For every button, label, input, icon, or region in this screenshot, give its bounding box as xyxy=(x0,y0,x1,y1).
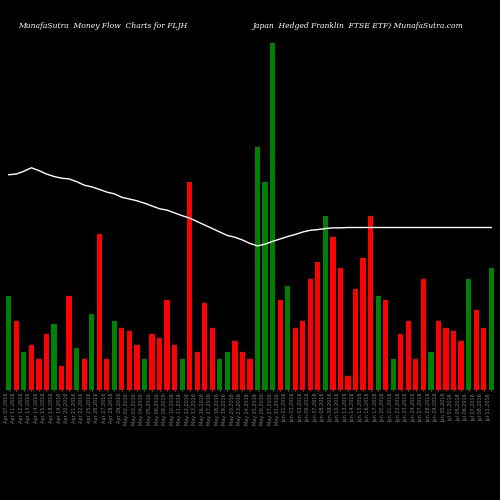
Bar xyxy=(308,279,313,390)
Bar xyxy=(428,352,434,390)
Bar xyxy=(210,328,215,390)
Bar xyxy=(338,268,343,390)
Bar xyxy=(150,334,154,390)
Bar xyxy=(406,320,411,390)
Bar xyxy=(444,328,448,390)
Bar xyxy=(240,352,245,390)
Bar xyxy=(270,43,276,390)
Bar xyxy=(157,338,162,390)
Bar xyxy=(126,331,132,390)
Bar xyxy=(232,342,237,390)
Bar xyxy=(368,216,374,390)
Bar xyxy=(466,279,471,390)
Bar xyxy=(224,352,230,390)
Text: Japan  Hedged Franklin  FTSE ETF) MunafaSutra.com: Japan Hedged Franklin FTSE ETF) MunafaSu… xyxy=(252,22,463,30)
Bar xyxy=(413,359,418,390)
Bar xyxy=(481,328,486,390)
Bar xyxy=(52,324,57,390)
Bar xyxy=(28,345,34,390)
Bar xyxy=(59,366,64,390)
Bar xyxy=(74,348,80,390)
Bar xyxy=(36,359,42,390)
Bar xyxy=(180,359,185,390)
Bar xyxy=(292,328,298,390)
Bar xyxy=(172,345,178,390)
Bar xyxy=(353,290,358,390)
Bar xyxy=(104,359,110,390)
Bar xyxy=(278,300,283,390)
Bar xyxy=(436,320,441,390)
Bar xyxy=(164,300,170,390)
Bar xyxy=(96,234,102,390)
Bar xyxy=(187,182,192,390)
Bar xyxy=(119,328,124,390)
Bar xyxy=(89,314,94,390)
Bar xyxy=(300,320,306,390)
Bar xyxy=(142,359,147,390)
Bar xyxy=(376,296,381,390)
Text: MunafaSutra  Money Flow  Charts for FLJH: MunafaSutra Money Flow Charts for FLJH xyxy=(18,22,188,30)
Bar xyxy=(44,334,49,390)
Bar xyxy=(285,286,290,390)
Bar xyxy=(488,268,494,390)
Bar xyxy=(360,258,366,390)
Bar xyxy=(346,376,350,390)
Bar xyxy=(383,300,388,390)
Bar xyxy=(194,352,200,390)
Bar xyxy=(21,352,26,390)
Bar xyxy=(390,359,396,390)
Bar xyxy=(262,182,268,390)
Bar xyxy=(82,359,87,390)
Bar xyxy=(474,310,479,390)
Bar xyxy=(66,296,71,390)
Bar xyxy=(134,345,140,390)
Bar xyxy=(322,216,328,390)
Bar xyxy=(420,279,426,390)
Bar xyxy=(255,147,260,390)
Bar xyxy=(202,303,207,390)
Bar xyxy=(451,331,456,390)
Bar xyxy=(14,320,19,390)
Bar xyxy=(458,342,464,390)
Bar xyxy=(315,262,320,390)
Bar xyxy=(217,359,222,390)
Bar xyxy=(6,296,12,390)
Bar xyxy=(112,320,117,390)
Bar xyxy=(248,359,252,390)
Bar xyxy=(330,237,336,390)
Bar xyxy=(398,334,404,390)
